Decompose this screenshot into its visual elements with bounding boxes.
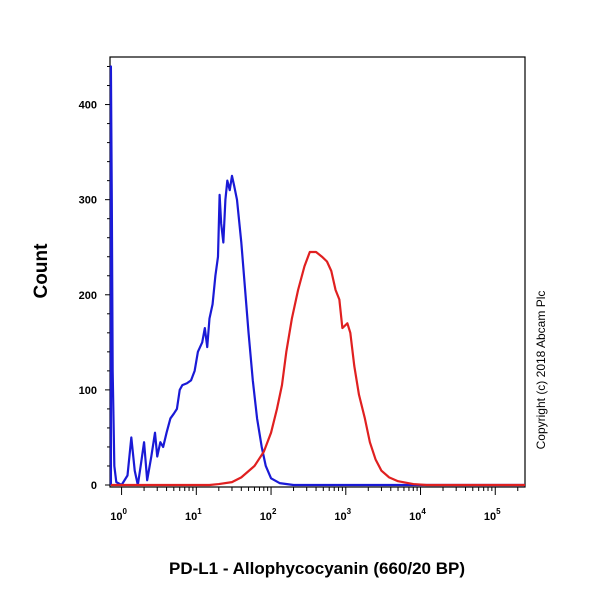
plot-area [109,56,526,488]
x-tick-label: 102 [260,507,277,523]
y-tick-label: 0 [91,480,97,492]
x-tick-label: 101 [185,507,202,523]
y-tick-label: 300 [79,195,97,207]
x-tick-label: 103 [334,507,351,523]
y-tick-label: 200 [79,290,97,302]
x-tick-label: 104 [409,507,426,523]
histogram-series-1-line [109,65,525,487]
x-axis-title: PD-L1 - Allophycocyanin (660/20 BP) [169,559,465,578]
x-tick-label: 105 [484,507,501,523]
y-tick-label: 400 [79,100,97,112]
y-axis-title: Count [31,243,52,299]
y-axis-ticks: 0 100 200 300 400 [79,66,110,492]
x-tick-label: 100 [110,507,127,523]
copyright-text: Copyright (c) 2018 Abcam Plc [534,291,548,450]
histogram-series [109,65,525,487]
x-axis-ticks: 100 101 102 103 104 105 [110,487,519,523]
y-tick-label: 100 [79,385,97,397]
histogram-series-2-line [110,250,525,487]
